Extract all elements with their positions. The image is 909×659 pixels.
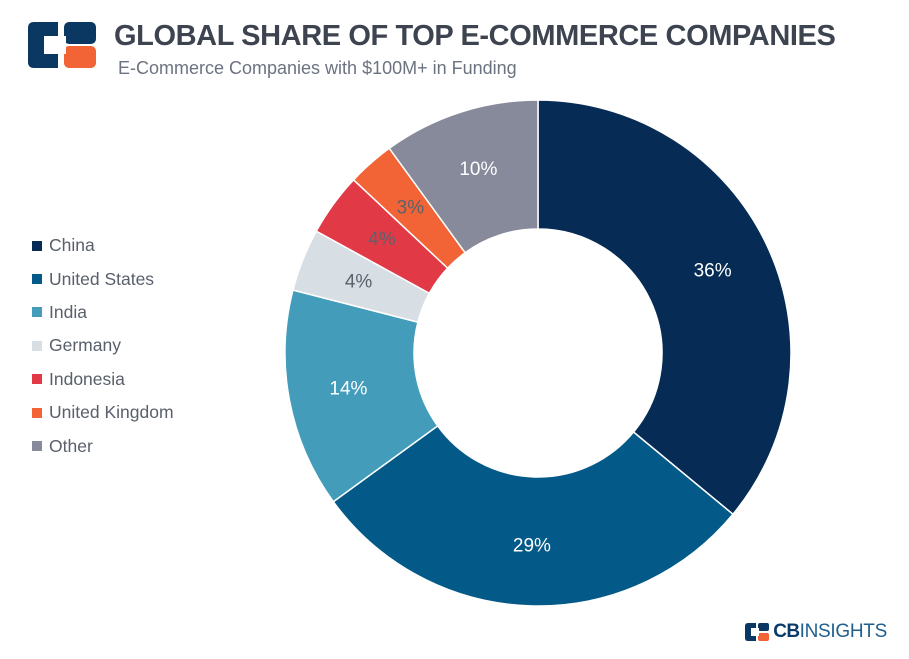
legend-item: India: [32, 296, 174, 329]
legend-label: India: [49, 301, 87, 322]
legend-item: United Kingdom: [32, 396, 174, 429]
legend-item: Germany: [32, 329, 174, 362]
donut-slice: [332, 424, 734, 607]
slice-label: 29%: [513, 535, 551, 556]
legend-swatch: [32, 274, 42, 285]
legend-swatch: [32, 374, 42, 385]
slice-label: 4%: [345, 271, 373, 292]
donut-slice: [537, 99, 792, 516]
cb-insights-mark-icon: [745, 623, 770, 641]
legend-label: Indonesia: [49, 368, 125, 389]
legend-item: United States: [32, 262, 174, 295]
slice-label: 14%: [329, 379, 367, 400]
legend-label: United States: [49, 268, 155, 289]
legend-swatch: [32, 340, 42, 351]
legend-label: United Kingdom: [49, 402, 174, 423]
legend-item: China: [32, 229, 174, 262]
legend-label: Germany: [49, 335, 121, 356]
legend-swatch: [32, 240, 42, 251]
legend-item: Other: [32, 429, 174, 462]
legend-label: Other: [49, 435, 93, 456]
legend-swatch: [32, 407, 42, 418]
slice-label: 4%: [368, 229, 396, 250]
donut-slice: [388, 99, 539, 254]
legend-swatch: [32, 307, 42, 318]
slice-label: 36%: [694, 260, 732, 281]
page-title: GLOBAL SHARE OF TOP E-COMMERCE COMPANIES: [114, 20, 836, 52]
slice-label: 10%: [459, 159, 497, 180]
cb-insights-brand: CB INSIGHTS: [745, 621, 887, 643]
legend-label: China: [49, 235, 95, 256]
page-subtitle: E-Commerce Companies with $100M+ in Fund…: [118, 58, 517, 78]
legend-swatch: [32, 441, 42, 452]
slice-label: 3%: [397, 198, 425, 219]
brand-text-insights: INSIGHTS: [799, 621, 888, 642]
brand-text-cb: CB: [773, 621, 800, 642]
legend-item: Indonesia: [32, 363, 174, 396]
cb-insights-logo-icon: [28, 22, 96, 68]
donut-slice: [284, 289, 439, 503]
chart-legend: China United States India Germany Indonesia U…: [32, 229, 174, 463]
